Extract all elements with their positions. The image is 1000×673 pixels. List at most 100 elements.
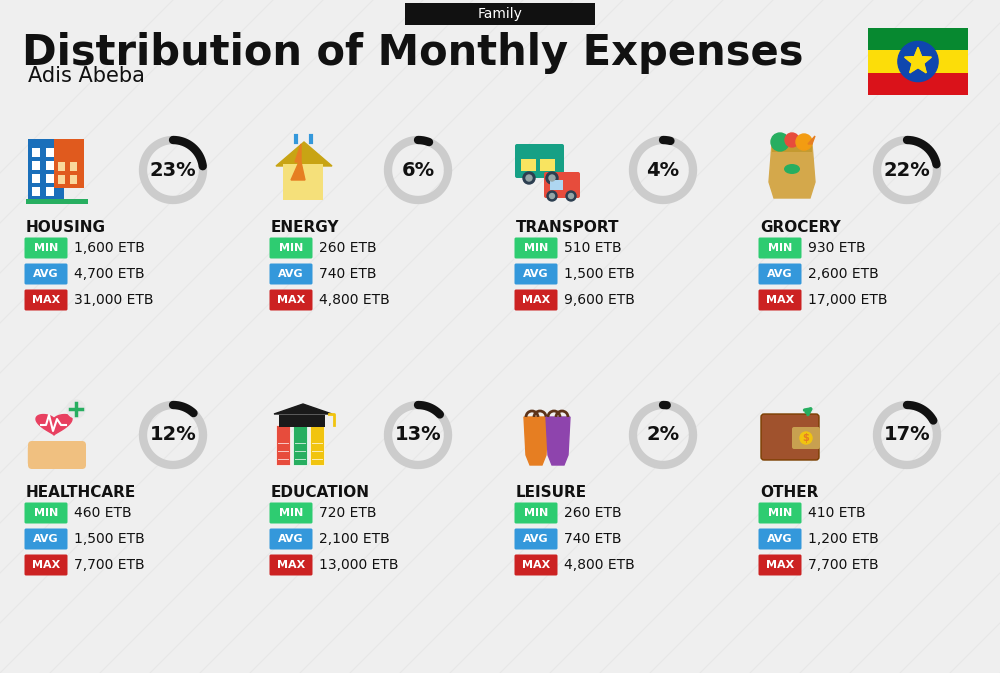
FancyBboxPatch shape [515, 144, 564, 178]
Text: 460 ETB: 460 ETB [74, 506, 132, 520]
Text: AVG: AVG [33, 534, 59, 544]
Text: 4,800 ETB: 4,800 ETB [319, 293, 390, 307]
Text: 260 ETB: 260 ETB [319, 241, 377, 255]
FancyBboxPatch shape [270, 238, 312, 258]
Circle shape [796, 134, 812, 150]
FancyBboxPatch shape [514, 264, 558, 285]
Text: TRANSPORT: TRANSPORT [516, 220, 620, 235]
Circle shape [566, 191, 576, 201]
Polygon shape [910, 61, 926, 73]
Text: 4%: 4% [646, 160, 680, 180]
Circle shape [526, 175, 532, 181]
Text: GROCERY: GROCERY [760, 220, 841, 235]
Circle shape [523, 172, 535, 184]
FancyBboxPatch shape [514, 503, 558, 524]
Text: AVG: AVG [33, 269, 59, 279]
FancyBboxPatch shape [24, 289, 68, 310]
Polygon shape [905, 57, 918, 73]
Text: 4,800 ETB: 4,800 ETB [564, 558, 635, 572]
FancyBboxPatch shape [46, 187, 54, 196]
Text: 410 ETB: 410 ETB [808, 506, 866, 520]
FancyBboxPatch shape [540, 159, 555, 171]
FancyBboxPatch shape [32, 161, 40, 170]
Text: 1,500 ETB: 1,500 ETB [564, 267, 635, 281]
Text: HEALTHCARE: HEALTHCARE [26, 485, 136, 500]
Text: LEISURE: LEISURE [516, 485, 587, 500]
Polygon shape [291, 144, 305, 180]
Text: 17,000 ETB: 17,000 ETB [808, 293, 888, 307]
FancyBboxPatch shape [868, 28, 968, 50]
Text: AVG: AVG [523, 269, 549, 279]
FancyBboxPatch shape [24, 238, 68, 258]
Text: 4,700 ETB: 4,700 ETB [74, 267, 145, 281]
FancyBboxPatch shape [521, 159, 536, 171]
FancyBboxPatch shape [270, 264, 312, 285]
Text: 7,700 ETB: 7,700 ETB [808, 558, 879, 572]
FancyBboxPatch shape [759, 528, 802, 549]
Text: EDUCATION: EDUCATION [271, 485, 370, 500]
Polygon shape [769, 144, 815, 198]
FancyBboxPatch shape [54, 139, 84, 188]
Text: MAX: MAX [766, 560, 794, 570]
Circle shape [771, 133, 789, 151]
FancyBboxPatch shape [24, 555, 68, 575]
FancyBboxPatch shape [24, 528, 68, 549]
Text: MIN: MIN [279, 243, 303, 253]
Text: 22%: 22% [884, 160, 930, 180]
Polygon shape [36, 415, 72, 435]
FancyBboxPatch shape [405, 3, 595, 25]
FancyBboxPatch shape [70, 162, 77, 171]
Text: AVG: AVG [767, 534, 793, 544]
Text: 740 ETB: 740 ETB [564, 532, 622, 546]
FancyBboxPatch shape [293, 425, 307, 465]
Polygon shape [524, 417, 548, 465]
FancyBboxPatch shape [58, 175, 65, 184]
Text: 23%: 23% [150, 160, 196, 180]
Circle shape [898, 42, 938, 81]
FancyBboxPatch shape [24, 264, 68, 285]
Text: 510 ETB: 510 ETB [564, 241, 622, 255]
FancyBboxPatch shape [32, 174, 40, 183]
FancyBboxPatch shape [772, 142, 812, 152]
Text: 740 ETB: 740 ETB [319, 267, 376, 281]
FancyBboxPatch shape [868, 50, 968, 73]
FancyBboxPatch shape [514, 555, 558, 575]
Text: Family: Family [478, 7, 522, 21]
Polygon shape [918, 47, 931, 61]
Circle shape [547, 191, 557, 201]
Polygon shape [808, 136, 815, 144]
FancyBboxPatch shape [270, 528, 312, 549]
Polygon shape [274, 404, 332, 414]
Text: AVG: AVG [278, 269, 304, 279]
FancyBboxPatch shape [70, 175, 77, 184]
Text: MIN: MIN [524, 508, 548, 518]
FancyBboxPatch shape [310, 425, 324, 465]
Text: Adis Abeba: Adis Abeba [28, 66, 145, 86]
Text: 12%: 12% [150, 425, 196, 444]
Text: HOUSING: HOUSING [26, 220, 106, 235]
Text: AVG: AVG [767, 269, 793, 279]
Text: MAX: MAX [32, 560, 60, 570]
Text: MIN: MIN [34, 508, 58, 518]
Circle shape [800, 432, 812, 444]
Text: MIN: MIN [279, 508, 303, 518]
Text: 9,600 ETB: 9,600 ETB [564, 293, 635, 307]
FancyBboxPatch shape [759, 555, 802, 575]
Text: 1,500 ETB: 1,500 ETB [74, 532, 145, 546]
FancyBboxPatch shape [868, 73, 968, 95]
Text: MIN: MIN [524, 243, 548, 253]
Text: 31,000 ETB: 31,000 ETB [74, 293, 154, 307]
FancyBboxPatch shape [270, 555, 312, 575]
Text: 2%: 2% [646, 425, 680, 444]
Text: MIN: MIN [768, 243, 792, 253]
Polygon shape [905, 47, 918, 61]
Text: 1,600 ETB: 1,600 ETB [74, 241, 145, 255]
Circle shape [785, 133, 799, 147]
Polygon shape [276, 142, 332, 166]
Text: MAX: MAX [522, 295, 550, 305]
FancyBboxPatch shape [550, 180, 563, 190]
Text: MAX: MAX [522, 560, 550, 570]
Text: 260 ETB: 260 ETB [564, 506, 622, 520]
Text: MAX: MAX [277, 560, 305, 570]
FancyBboxPatch shape [28, 139, 64, 200]
